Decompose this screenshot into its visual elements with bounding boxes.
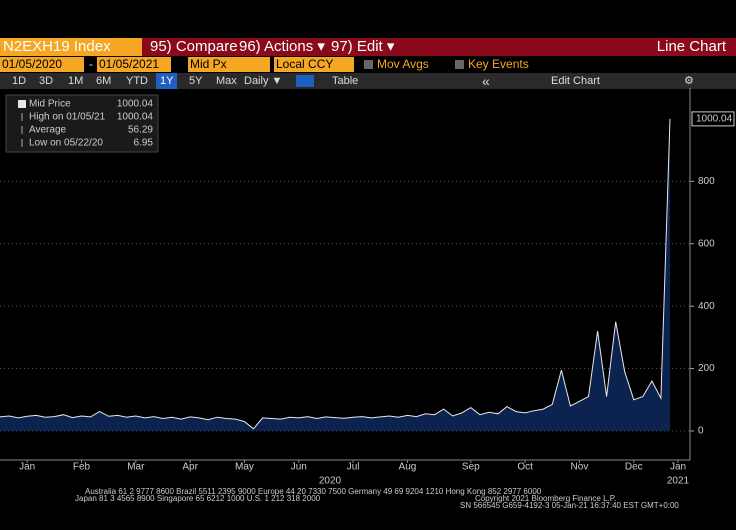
key-events[interactable]: Key Events — [468, 57, 529, 71]
title-bar: N2EXH19 Index 95) Compare 96) Actions ▾ … — [0, 38, 736, 56]
period-button[interactable]: 3D — [39, 75, 54, 87]
x-tick-label: Apr — [182, 462, 198, 473]
compare-button[interactable]: 95) Compare — [150, 38, 238, 55]
x-tick-label: Dec — [625, 462, 643, 473]
frequency[interactable]: Daily ▼ — [244, 75, 283, 87]
table-button[interactable]: Table — [332, 75, 359, 87]
legend-value: 1000.04 — [117, 99, 154, 110]
legend-value: 6.95 — [134, 138, 154, 149]
footer: SN 566545 G659-4192-3 05-Jan-21 16:37:40… — [460, 501, 679, 510]
y-tick-label: 600 — [698, 238, 715, 249]
chart-icon[interactable] — [296, 75, 314, 87]
x-tick-label: Jul — [347, 462, 360, 473]
legend-value: 56.29 — [128, 125, 153, 136]
collapse[interactable]: « — [482, 73, 490, 89]
edit-button[interactable]: 97) Edit ▾ — [331, 38, 395, 55]
footer: Japan 81 3 4565 8900 Singapore 65 6212 1… — [75, 494, 321, 503]
last-value-label: 1000.04 — [696, 114, 733, 125]
period-button[interactable]: YTD — [126, 75, 148, 87]
field-select[interactable]: Mid Px — [188, 57, 270, 72]
footer: Copyright 2021 Bloomberg Finance L.P. — [475, 494, 616, 503]
edit-chart[interactable]: Edit Chart — [551, 75, 600, 87]
period-button[interactable]: 6M — [96, 75, 112, 87]
y-tick-label: 400 — [698, 301, 715, 312]
x-tick-label: Feb — [73, 462, 91, 473]
currency-select[interactable]: Local CCY — [274, 57, 354, 72]
legend-label: Low on 05/22/20 — [29, 138, 103, 149]
legend-value: 1000.04 — [117, 112, 154, 123]
year-label: 2021 — [667, 476, 690, 487]
x-tick-label: Jan — [19, 462, 35, 473]
x-tick-label: Oct — [517, 462, 533, 473]
footer: Australia 61 2 9777 8600 Brazil 5511 239… — [85, 487, 542, 496]
period-button[interactable]: 1D — [12, 75, 27, 87]
legend-swatch — [18, 100, 26, 108]
year-label: 2020 — [319, 476, 342, 487]
checkbox[interactable] — [455, 60, 464, 69]
x-tick-label: Jun — [291, 462, 307, 473]
date-separator: - — [89, 57, 93, 71]
x-tick-label: Nov — [571, 462, 589, 473]
x-tick-label: Aug — [399, 462, 417, 473]
period-button[interactable]: 1M — [68, 75, 84, 87]
x-tick-label: May — [235, 462, 254, 473]
x-tick-label: Jan — [670, 462, 686, 473]
checkbox[interactable] — [364, 60, 373, 69]
legend-label: High on 01/05/21 — [29, 112, 106, 123]
y-tick-label: 0 — [698, 426, 704, 437]
settings[interactable]: ⚙ — [684, 75, 694, 87]
period-button[interactable]: Max — [216, 75, 237, 87]
x-tick-label: Mar — [127, 462, 145, 473]
view-label: Line Chart — [656, 38, 726, 55]
legend-box — [5, 94, 159, 153]
ticker[interactable]: N2EXH19 Index — [0, 38, 142, 56]
period-button[interactable]: 1Y — [156, 73, 178, 89]
line — [0, 118, 671, 430]
period-bar: Daily ▼ Table « Edit Chart ⚙ 1D 3D 1M 6M YTD… — [0, 73, 736, 89]
x-tick-label: Sep — [462, 462, 480, 473]
last-value-box — [691, 111, 735, 127]
start-date[interactable]: 01/05/2020 — [0, 57, 84, 72]
legend-label: Mid Price — [29, 99, 71, 110]
legend-label: Average — [29, 125, 67, 136]
mov-avgs[interactable]: Mov Avgs — [377, 57, 429, 71]
y-tick-label: 800 — [698, 176, 715, 187]
legend: Mid Price 1000.04 High on 01/05/21 1000.04 A… — [5, 94, 159, 153]
period-button[interactable]: 5Y — [189, 75, 203, 87]
area — [0, 118, 670, 431]
y-tick-label: 200 — [698, 363, 715, 374]
actions-button[interactable]: 96) Actions ▾ — [239, 38, 325, 55]
end-date[interactable]: 01/05/2021 — [97, 57, 171, 72]
